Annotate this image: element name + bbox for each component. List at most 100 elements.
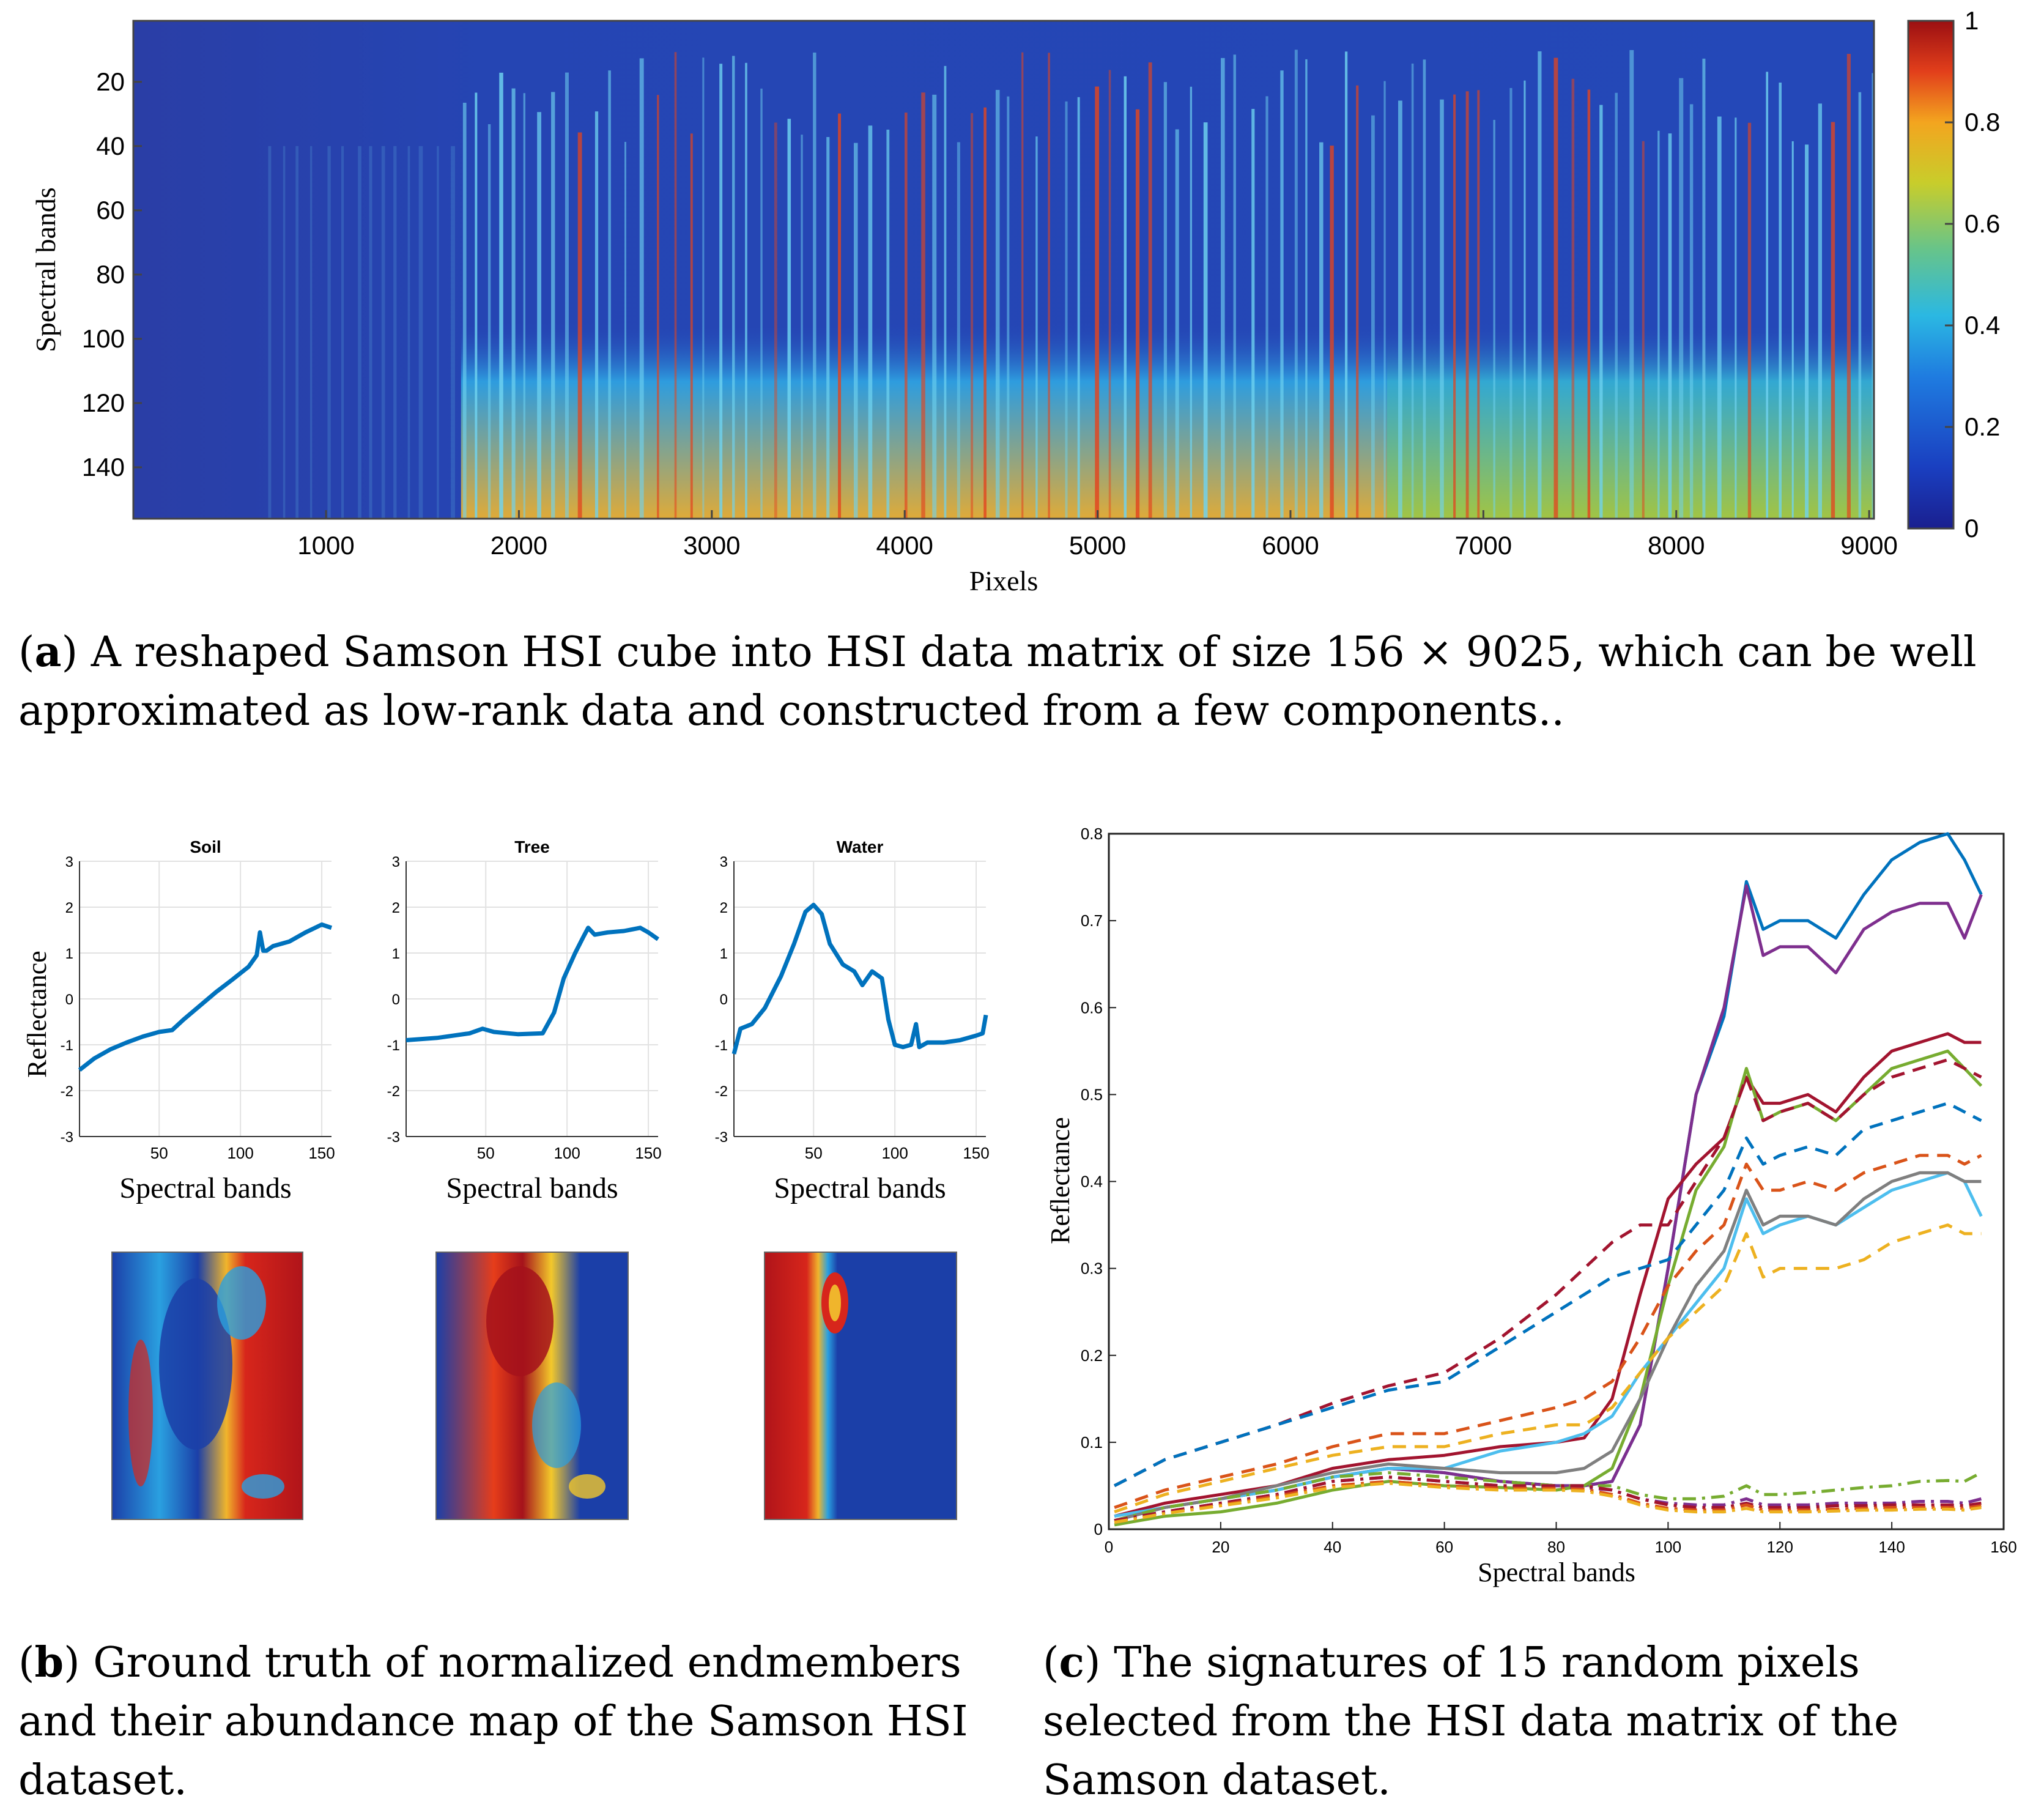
heatmap-stripe [1148,62,1152,519]
heatmap-xtick-label: 8000 [1648,531,1705,560]
heatmap-stripe [921,92,925,519]
heatmap-stripe [1371,115,1375,519]
endmember-curve-water [731,902,988,1055]
ytick-label: 0.6 [1081,998,1103,1017]
signature-line-s6 [1114,1171,1982,1523]
ytick-label: -3 [387,1129,400,1146]
abundance-map-water [764,1252,957,1520]
abundance-map-soil [111,1252,303,1520]
heatmap-ytick-label: 60 [96,196,125,224]
xtick-label: 100 [881,1144,908,1162]
caption-c: (c) The signatures of 15 random pixels s… [1043,1638,1899,1804]
heatmap-stripe [1465,91,1469,519]
ytick-label: -1 [715,1037,728,1054]
heatmap-stripe [551,92,555,519]
heatmap-stripe [1356,85,1359,519]
heatmap-stripe [407,146,410,519]
endmember-xlabel-water: Spectral bands [774,1172,946,1204]
heatmap-stripe [577,132,582,519]
heatmap-stripe [801,135,803,519]
colorbar-tick-label: 0.2 [1964,412,2000,441]
heatmap-stripe [499,72,503,519]
signature-line-s14 [1114,1480,1982,1524]
heatmap-ytick-label: 120 [82,388,125,417]
signatures-lines [1113,832,1983,1527]
signature-line-s8 [1113,1102,1982,1488]
figure-canvas: 1000 2000 3000 4000 5000 6000 7000 8000 9000 204… [22,6,2017,1587]
signature-line-s11 [1114,1471,1982,1523]
caption-c-text: The signatures of 15 random pixels selec… [1043,1639,1899,1804]
heatmap-stripe [418,146,423,519]
heatmap-stripe [1135,109,1140,519]
heatmap-stripe [657,95,659,519]
heatmap-stripe [1319,142,1324,519]
heatmap-stripe [1858,92,1862,519]
ytick-label: -3 [715,1129,728,1146]
heatmap-stripe [1818,103,1822,519]
heatmap-stripe [1791,141,1794,519]
heatmap-xtick-label: 9000 [1840,531,1897,560]
heatmap-stripe [732,56,735,519]
heatmap-stripe [1163,82,1168,519]
ytick-label: 0.1 [1081,1433,1103,1452]
xtick-label: 50 [805,1144,823,1162]
heatmap-stripe [1175,129,1179,519]
heatmap-x-ticks: 1000 2000 3000 4000 5000 6000 7000 8000 9000 [297,510,1898,560]
ytick-label: -3 [61,1129,73,1146]
heatmap-stripe [1007,96,1010,519]
heatmap-stripe [511,88,516,519]
xtick-label: 80 [1547,1538,1565,1556]
ytick-label: 1 [65,946,73,962]
heatmap-stripe [1095,86,1100,519]
caption-a-label: a [34,628,62,677]
signature-line-s9 [1114,1154,1982,1509]
signature-line-s13 [1114,1475,1982,1523]
heatmap-stripe [1477,90,1480,519]
heatmap-stripe [451,146,455,519]
heatmap-stripe [853,143,858,519]
endmember-title-soil: Soil [190,837,221,856]
colorbar-tick-label: 0 [1964,514,1979,543]
ytick-label: 3 [65,854,73,870]
panel-a-heatmap: 1000 2000 3000 4000 5000 6000 7000 8000 9000 204… [30,6,2000,596]
caption-b: (b) Ground truth of normalized endmember… [18,1638,968,1804]
heatmap-stripe [690,133,693,519]
heatmap-stripe [1398,100,1402,519]
xtick-label: 150 [635,1144,661,1162]
signature-line-s10 [1114,1223,1982,1513]
heatmap-stripe [674,52,677,519]
heatmap-stripe [1599,105,1603,519]
heatmap-stripe [787,119,791,519]
heatmap-xtick-label: 5000 [1069,531,1126,560]
heatmap-stripe [774,122,777,519]
heatmap-stripe [1872,73,1875,519]
heatmap-stripe [886,129,890,519]
signature-line-s4 [1114,1049,1983,1527]
xtick-label: 0 [1105,1538,1113,1556]
heatmap-stripe [327,146,331,519]
heatmap-stripes [268,50,1875,519]
ytick-label: 1 [392,946,400,962]
heatmap-stripe [268,146,272,519]
xtick-label: 150 [963,1144,989,1162]
heatmap-stripe [381,146,385,519]
colorbar [1907,20,1955,530]
heatmap-stripe [1251,109,1255,519]
heatmap-stripe [1642,141,1645,519]
heatmap-stripe [487,124,491,519]
xtick-label: 150 [308,1144,335,1162]
heatmap-stripe [1735,117,1737,519]
heatmap-stripe [1587,89,1591,519]
heatmap-stripe [983,107,987,519]
heatmap-stripe [1383,81,1386,519]
heatmap-stripe [838,113,842,519]
endmember-curve-soil [78,922,333,1072]
heatmap-stripe [1305,59,1308,519]
xtick-label: 40 [1324,1538,1341,1556]
ytick-label: 0 [65,992,73,1008]
signatures-ticks: 0 20 40 60 80 100 120 140 160 0 0.1 0.2 0.3 0.4 0.5 0.6… [1081,825,2017,1556]
ytick-label: 0.7 [1081,911,1103,930]
xtick-label: 100 [1655,1538,1681,1556]
heatmap-stripe [995,89,1000,519]
